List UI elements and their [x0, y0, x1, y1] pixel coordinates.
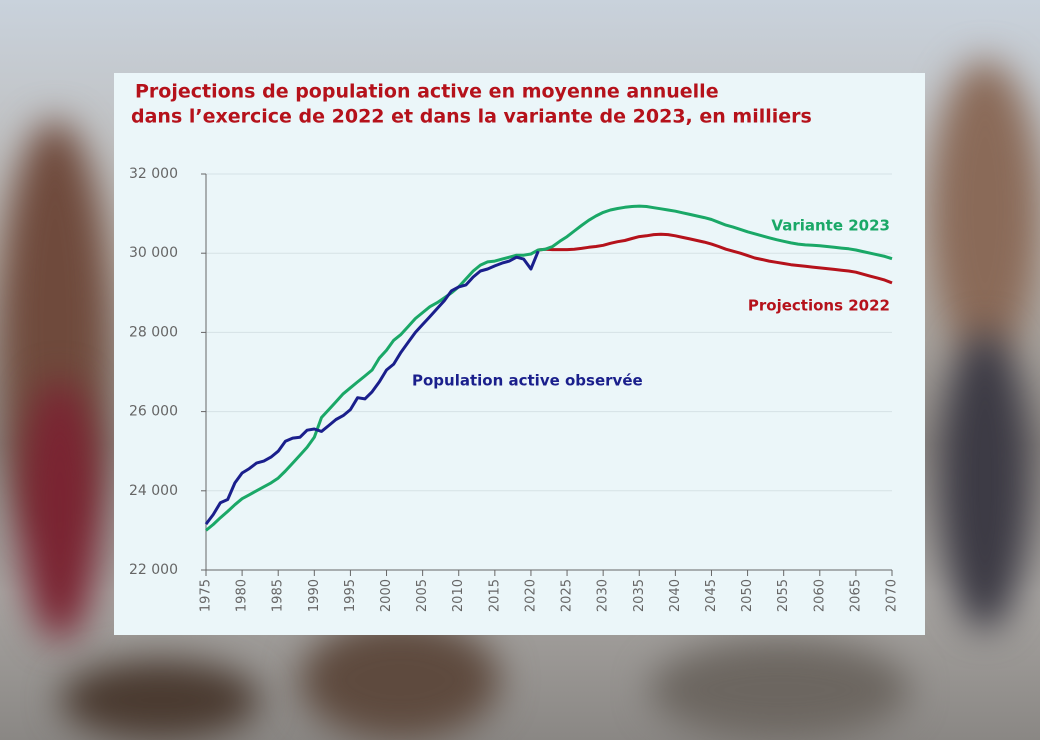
series-line [205, 204, 893, 532]
x-tick-label: 2015 [487, 579, 502, 612]
x-tick-label: 2030 [596, 579, 611, 612]
x-tick-label: 2045 [704, 579, 719, 612]
x-tick-label: 2065 [848, 579, 863, 612]
series-label: Projections 2022 [748, 297, 890, 315]
x-tick-label: 2040 [668, 579, 683, 612]
series-label: Population active observée [412, 372, 643, 390]
chart-title: dans l’exercice de 2022 et dans la varia… [131, 106, 812, 128]
x-tick-label: 1995 [343, 579, 358, 612]
x-tick-label: 1975 [199, 579, 214, 612]
y-tick-label: 28 000 [129, 324, 178, 340]
x-tick-label: 2055 [776, 579, 791, 612]
y-tick-label: 24 000 [129, 483, 178, 499]
x-tick-label: 2010 [451, 579, 466, 612]
y-tick-label: 26 000 [129, 404, 178, 420]
x-tick-label: 2050 [740, 579, 755, 612]
y-tick-label: 22 000 [129, 562, 178, 578]
x-tick-label: 1980 [235, 579, 250, 612]
x-tick-label: 2070 [885, 579, 900, 612]
chart-title: Projections de population active en moye… [135, 81, 719, 103]
y-tick-label: 30 000 [129, 245, 178, 261]
y-tick-label: 32 000 [129, 166, 178, 182]
x-tick-label: 2005 [415, 579, 430, 612]
x-tick-label: 2000 [379, 579, 394, 612]
series-line [204, 250, 540, 526]
series-line [538, 232, 893, 285]
chart-panel [114, 73, 925, 635]
series-label: Variante 2023 [771, 217, 890, 235]
x-tick-label: 1985 [271, 579, 286, 612]
x-tick-label: 2035 [632, 579, 647, 612]
x-tick-label: 1990 [307, 579, 322, 612]
x-tick-label: 2025 [560, 579, 575, 612]
x-tick-label: 2060 [812, 579, 827, 612]
x-tick-label: 2020 [523, 579, 538, 612]
